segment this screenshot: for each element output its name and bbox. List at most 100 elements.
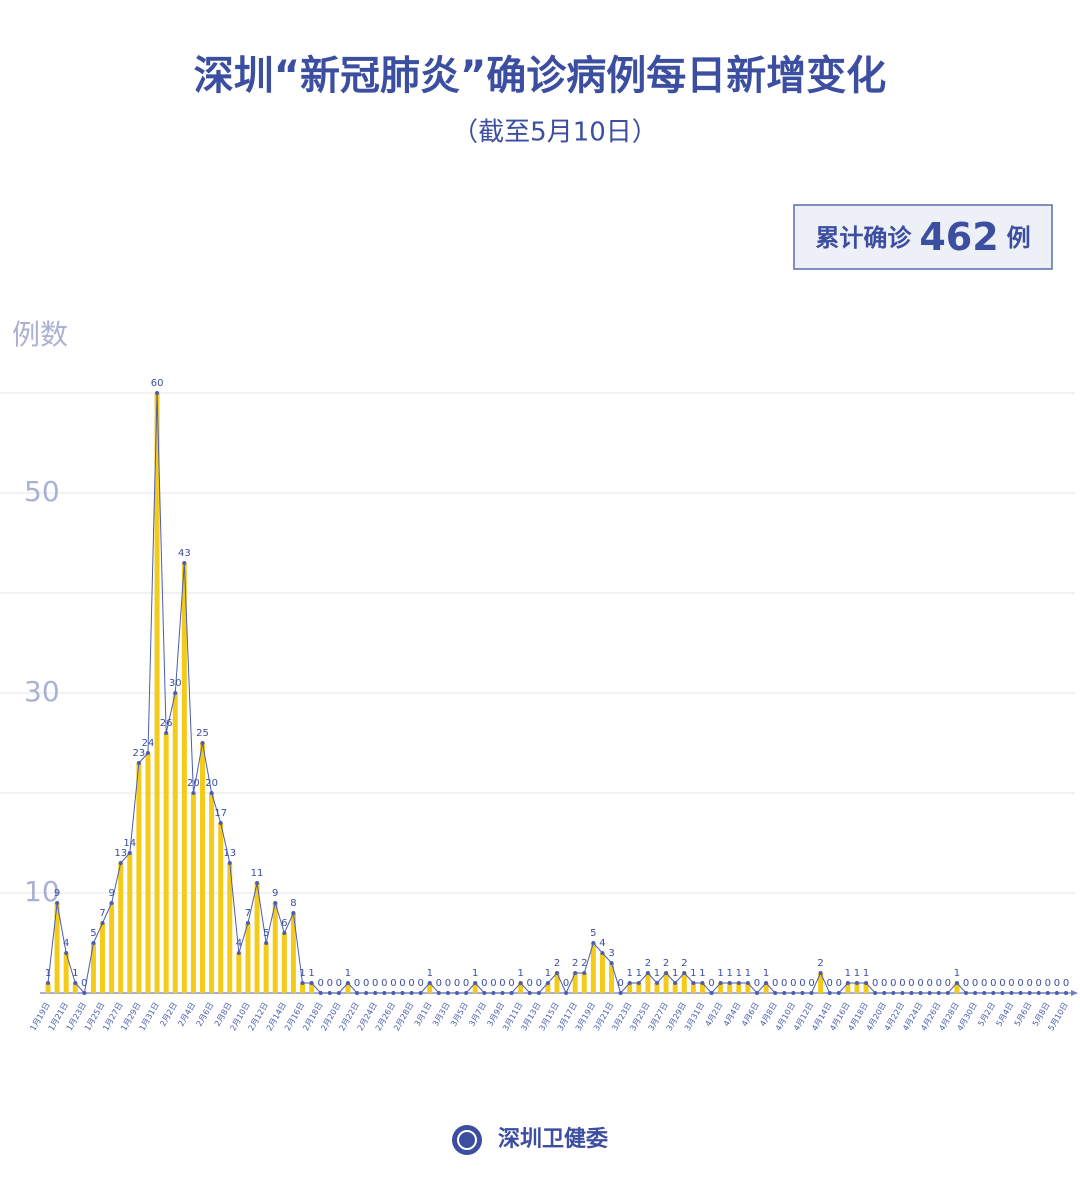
data-label: 0 [772,978,778,989]
data-label: 0 [417,978,423,989]
point [709,991,714,995]
data-label: 0 [1054,978,1060,989]
data-label: 0 [336,978,342,989]
data-label: 7 [245,908,251,919]
data-label: 1 [427,968,433,979]
bar [290,913,296,993]
data-label: 2 [663,958,669,969]
bar [427,983,433,993]
point [218,821,223,825]
point [882,991,887,995]
point [854,981,859,985]
point [645,971,650,975]
data-label: 14 [123,838,136,849]
data-label: 2 [817,958,823,969]
bar [818,973,824,993]
bar [109,903,115,993]
point [564,991,569,995]
point [46,981,50,985]
point [891,991,896,995]
point [227,861,232,865]
point [427,981,432,985]
point [482,991,487,995]
point [91,941,96,945]
data-label: 1 [345,968,351,979]
point [973,991,978,995]
data-label: 5 [263,928,269,939]
point [664,971,669,975]
point [391,991,396,995]
data-label: 1 [45,968,51,979]
bar [518,983,524,993]
point [355,991,360,995]
total-text: 累计确诊 462 例 [815,215,1030,259]
logo-inner [457,1130,477,1150]
point [136,761,141,765]
data-label: 0 [908,978,914,989]
data-label: 5 [590,928,596,939]
bar [54,903,60,993]
data-label: 0 [972,978,978,989]
point [155,391,160,395]
bar [954,983,960,993]
data-label: 5 [90,928,96,939]
data-label: 20 [187,778,200,789]
x-axis-arrow [1071,990,1078,996]
point [345,981,350,985]
bar [654,983,660,993]
point [1045,991,1050,995]
point [1036,991,1041,995]
point [236,951,241,955]
total-prefix: 累计确诊 [815,224,912,252]
point [991,991,996,995]
bar [300,983,305,993]
point [455,991,460,995]
data-label: 0 [508,978,514,989]
bar [254,883,260,993]
data-label: 9 [54,888,60,899]
point [464,991,469,995]
point [509,991,514,995]
bar [763,983,769,993]
data-label: 0 [708,978,714,989]
bar [200,743,206,993]
bar [636,983,642,993]
bar [690,983,696,993]
bar [72,983,78,993]
data-label: 1 [654,968,660,979]
point [1027,991,1032,995]
bar [63,953,69,993]
bar [272,903,278,993]
bar [163,733,169,993]
bar [863,983,869,993]
data-label: 1 [736,968,742,979]
point [445,991,450,995]
point [573,971,578,975]
data-label: 0 [481,978,487,989]
point [164,731,169,735]
bar [590,943,596,993]
data-label: 1 [863,968,869,979]
data-label: 1 [717,968,723,979]
point [764,981,769,985]
data-label: 0 [363,978,369,989]
chart-subtitle: （截至5月10日） [452,118,658,148]
point [636,981,641,985]
data-label: 7 [99,908,105,919]
data-label: 0 [754,978,760,989]
y-axis-label: 例数 [12,318,68,351]
data-label: 2 [645,958,651,969]
point [964,991,969,995]
point [800,991,805,995]
point [927,991,932,995]
chart-title: 深圳“新冠肺炎”确诊病例每日新增变化 [194,53,887,99]
data-label: 0 [981,978,987,989]
data-label: 0 [390,978,396,989]
data-label: 1 [636,968,642,979]
total-suffix: 例 [1007,224,1031,252]
data-label: 0 [445,978,451,989]
bar [118,863,124,993]
data-label: 0 [781,978,787,989]
point [864,981,869,985]
data-label: 30 [169,678,182,689]
